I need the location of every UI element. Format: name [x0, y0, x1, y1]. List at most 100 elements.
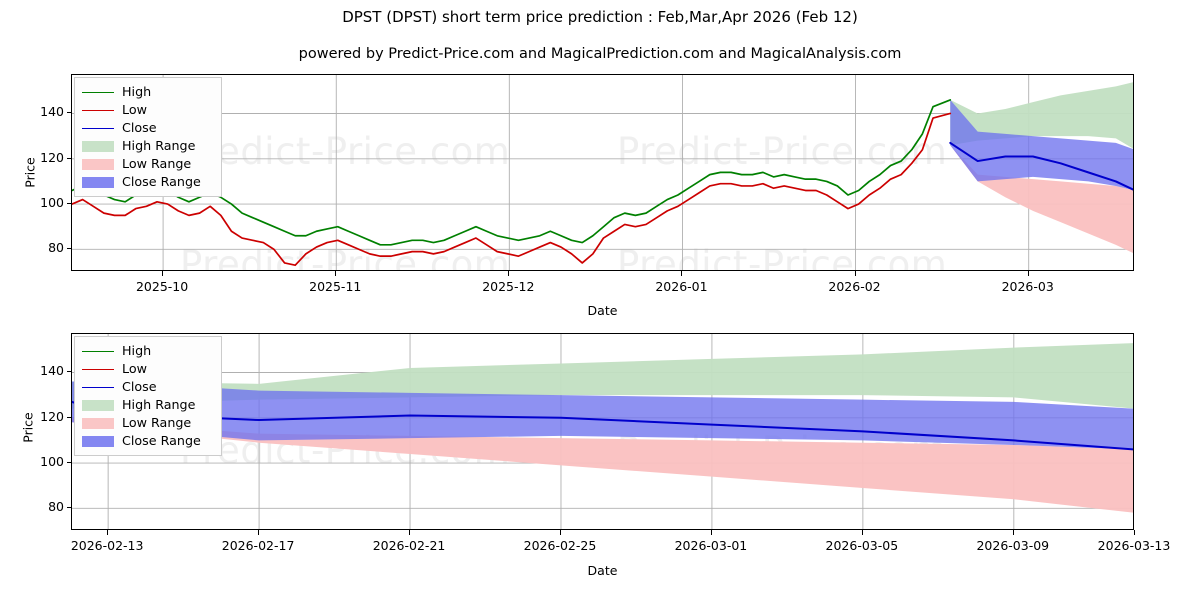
legend-label: High Range	[122, 396, 196, 412]
legend-item-high-range: High Range	[82, 396, 213, 414]
band-low-range	[72, 417, 1133, 513]
x-tick-label: 2026-03-01	[674, 538, 748, 553]
y-tick-mark	[67, 462, 72, 464]
x-tick-mark	[1027, 271, 1029, 276]
x-tick-label: 2025-10	[135, 279, 189, 294]
x-tick-mark	[1134, 530, 1135, 535]
legend-patch-swatch	[82, 158, 114, 170]
y-tick-label: 140	[40, 363, 64, 379]
x-tick-label: 2026-02	[828, 279, 881, 294]
x-tick-mark	[508, 271, 510, 276]
top-plot-area: Predict-Price.com Predict-Price.com Pred…	[71, 74, 1134, 271]
legend-line-swatch	[82, 386, 114, 388]
y-tick-mark	[67, 416, 72, 418]
legend-label: Close Range	[122, 173, 201, 189]
y-tick-label: 120	[40, 149, 64, 165]
legend-line-swatch	[82, 91, 114, 93]
y-tick-label: 100	[40, 454, 64, 470]
y-tick-label: 120	[40, 408, 64, 424]
legend-line-swatch	[82, 350, 114, 352]
x-tick-label: 2026-02-21	[372, 538, 446, 553]
legend-label: Low Range	[122, 414, 192, 430]
bottom-y-axis-label: Price	[20, 412, 36, 443]
x-tick-mark	[1012, 530, 1014, 535]
legend-label: Close Range	[122, 432, 201, 448]
page-title: DPST (DPST) short term price prediction …	[342, 8, 858, 26]
x-tick-mark	[861, 530, 863, 535]
y-tick-mark	[67, 248, 72, 250]
y-tick-mark	[67, 203, 72, 205]
y-tick-mark	[67, 112, 72, 114]
band-low-range	[950, 145, 1133, 253]
x-tick-label: 2026-03-13	[1097, 538, 1171, 553]
bottom-plot-area: Predict-Price.com Predict-Price.com	[71, 333, 1134, 530]
y-tick-mark	[67, 157, 72, 159]
y-tick-mark	[67, 371, 72, 373]
x-tick-label: 2026-02-13	[70, 538, 144, 553]
legend-item-close-range: Close Range	[82, 432, 213, 450]
legend-label: Close	[122, 378, 157, 394]
legend-label: Low Range	[122, 155, 192, 171]
legend-item-low: Low	[82, 360, 213, 378]
y-tick-label: 80	[48, 499, 64, 515]
series-line-close	[949, 141, 1133, 191]
legend-item-close: Close	[82, 378, 213, 396]
x-tick-mark	[107, 530, 109, 535]
x-tick-mark	[681, 271, 683, 276]
top-chart-svg	[72, 75, 1133, 270]
x-tick-label: 2026-03	[1001, 279, 1054, 294]
bottom-chart-svg	[72, 334, 1133, 529]
legend-item-high: High	[82, 342, 213, 360]
legend-patch-swatch	[82, 176, 114, 188]
series-line-low	[72, 112, 952, 267]
legend-label: Low	[122, 101, 147, 117]
y-tick-label: 80	[48, 240, 64, 256]
x-tick-mark	[409, 530, 411, 535]
x-tick-label: 2025-12	[482, 279, 535, 294]
watermark-text: Predict-Price.com	[617, 243, 948, 271]
band-close-range	[950, 99, 1133, 191]
bottom-chart-legend: High Low Close High Range Low Range Close Ran…	[74, 336, 222, 456]
page-subtitle: powered by Predict-Price.com and Magical…	[298, 46, 902, 62]
legend-line-swatch	[82, 127, 114, 129]
legend-label: Low	[122, 360, 147, 376]
legend-item-low-range: Low Range	[82, 155, 213, 173]
band-high-range	[950, 82, 1133, 149]
watermark-text: Predict-Price.com	[180, 130, 511, 173]
x-tick-label: 2025-11	[309, 279, 362, 294]
legend-item-high-range: High Range	[82, 137, 213, 155]
legend-label: High	[122, 83, 152, 99]
legend-item-low: Low	[82, 101, 213, 119]
top-chart-panel: Price 80 100 120 140 2025-10 2025-11 2025-12 2…	[23, 74, 1134, 318]
legend-line-swatch	[82, 109, 114, 111]
legend-item-close-range: Close Range	[82, 173, 213, 191]
legend-patch-swatch	[82, 399, 114, 411]
y-tick-label: 100	[40, 195, 64, 211]
bottom-chart-panel: Price 80 100 120 140 2026-02-13 2026-02-17 20…	[0, 320, 1200, 600]
legend-line-swatch	[82, 368, 114, 370]
x-tick-label: 2026-02-25	[523, 538, 597, 553]
x-tick-mark	[258, 530, 260, 535]
legend-item-low-range: Low Range	[82, 414, 213, 432]
x-tick-label: 2026-03-09	[976, 538, 1050, 553]
x-tick-mark	[335, 271, 337, 276]
x-tick-label: 2026-01	[655, 279, 708, 294]
top-chart-legend: High Low Close High Range Low Range Close Ran…	[74, 77, 222, 197]
x-tick-mark	[162, 271, 164, 276]
y-tick-mark	[67, 507, 72, 509]
y-tick-label: 140	[40, 104, 64, 120]
x-tick-mark	[559, 530, 561, 535]
legend-item-high: High	[82, 83, 213, 101]
x-tick-label: 2026-03-05	[825, 538, 899, 553]
legend-patch-swatch	[82, 417, 114, 429]
legend-label: High Range	[122, 137, 196, 153]
legend-label: High	[122, 342, 152, 358]
legend-item-close: Close	[82, 119, 213, 137]
legend-label: Close	[122, 119, 157, 135]
x-tick-label: 2026-02-17	[221, 538, 295, 553]
x-tick-mark	[710, 530, 712, 535]
top-x-axis-label: Date	[587, 303, 618, 318]
bottom-x-axis-label: Date	[587, 563, 618, 578]
x-tick-mark	[854, 271, 856, 276]
